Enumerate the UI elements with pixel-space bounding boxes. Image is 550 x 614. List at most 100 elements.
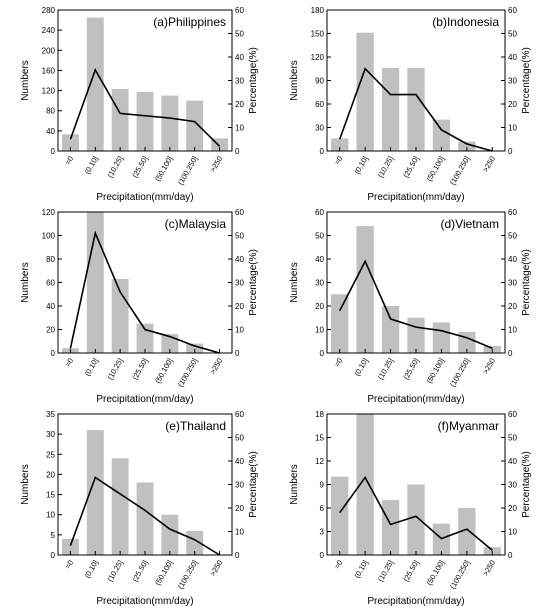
y2-tick-label: 0 (235, 349, 240, 358)
percentage-line (69, 68, 221, 147)
y2-tick-label: 20 (235, 100, 244, 109)
y-axis-label: Numbers (20, 464, 31, 505)
y-tick-label: 20 (46, 326, 55, 335)
x-tick-label: >250 (481, 559, 497, 578)
y2-tick-label: 30 (235, 481, 244, 490)
y-tick-label: 25 (46, 450, 55, 459)
bar-6 (186, 100, 204, 151)
y-axis-label: Numbers (20, 60, 31, 101)
y2-tick-label: 60 (508, 6, 517, 15)
y2-tick-label: 50 (508, 30, 517, 39)
panel-title: (c)Malaysia (165, 217, 227, 231)
bar-3 (111, 458, 129, 555)
x-tick-label: (10,25] (105, 559, 124, 584)
bar-2 (356, 226, 374, 353)
bar-4 (136, 482, 154, 555)
y2-tick-label: 40 (508, 457, 517, 466)
bar-6 (458, 141, 476, 151)
y-tick-label: 35 (46, 410, 55, 419)
y-tick-label: 15 (46, 491, 55, 500)
chart-panel-4: 0 10 20 30 40 50 60 0 10 20 30 40 50 60 =0 (0,10] (10,25… (289, 208, 532, 405)
y2-tick-label: 0 (235, 551, 240, 560)
y-tick-label: 0 (320, 147, 325, 156)
y2-axis-label: Percentage(%) (248, 249, 259, 316)
x-tick-label: (25,50] (401, 155, 420, 180)
bar-4 (407, 67, 425, 151)
y-tick-label: 18 (315, 410, 324, 419)
bar-3 (381, 67, 400, 151)
panel-title: (a)Philippines (153, 15, 226, 29)
y-tick-label: 0 (320, 551, 325, 560)
y-axis-label: Numbers (289, 60, 300, 101)
bar-2 (86, 17, 104, 151)
y-tick-label: 160 (42, 66, 56, 75)
y-tick-label: 60 (315, 208, 324, 217)
x-tick-label: (0,10] (352, 357, 369, 378)
x-tick-label: (10,25] (105, 357, 124, 382)
percentage-line (69, 476, 220, 556)
chart-panel-1: 0 40 80 120 160 200 240 280 0 10 20 30 40 50 60 =0 (0,10… (20, 6, 259, 203)
y2-tick-label: 50 (508, 434, 517, 443)
panel-title: (d)Vietnam (441, 217, 499, 231)
x-tick-label: (100,250] (176, 155, 200, 187)
bar-5 (432, 119, 451, 151)
y2-tick-label: 60 (508, 410, 517, 419)
panel-title: (e)Thailand (165, 419, 226, 433)
y-axis-label: Numbers (289, 262, 300, 303)
x-tick-label: (50,100] (153, 357, 175, 385)
x-tick-label: (50,100] (425, 559, 447, 587)
y-tick-label: 40 (46, 302, 55, 311)
y2-tick-label: 40 (508, 255, 517, 264)
bar-2 (86, 212, 104, 353)
x-axis-label: Precipitation(mm/day) (96, 394, 193, 405)
y-tick-label: 0 (320, 349, 325, 358)
x-tick-label: =0 (332, 155, 344, 167)
y-tick-label: 90 (315, 77, 324, 86)
x-tick-label: (10,25] (376, 559, 395, 584)
y2-tick-label: 30 (235, 77, 244, 86)
y2-tick-label: 0 (508, 349, 513, 358)
y-tick-label: 80 (46, 255, 55, 264)
x-tick-label: (100,250] (176, 357, 200, 389)
chart-panel-2: 0 30 60 90 120 150 180 0 10 20 30 40 50 60 =0 (0,10] (10… (289, 6, 532, 203)
bar-2 (356, 414, 374, 555)
y2-tick-label: 20 (508, 504, 517, 513)
bar-2 (86, 430, 104, 555)
bar-3 (381, 306, 400, 353)
x-axis-label: Precipitation(mm/day) (367, 596, 464, 607)
y2-tick-label: 40 (235, 457, 244, 466)
bar-4 (136, 323, 154, 354)
bar-1 (331, 476, 349, 555)
y-tick-label: 50 (315, 232, 324, 241)
bar-4 (407, 484, 425, 555)
y2-tick-label: 40 (235, 255, 244, 264)
x-tick-label: (50,100] (153, 559, 175, 587)
y2-tick-label: 10 (235, 326, 244, 335)
x-tick-label: =0 (332, 357, 344, 369)
bar-1 (61, 538, 79, 555)
y-tick-label: 60 (46, 279, 55, 288)
y2-tick-label: 10 (235, 528, 244, 537)
x-tick-label: >250 (481, 155, 497, 174)
y2-tick-label: 10 (508, 528, 517, 537)
x-tick-label: (0,10] (83, 559, 100, 580)
x-axis-label: Precipitation(mm/day) (367, 394, 464, 405)
y2-axis-label: Percentage(%) (521, 451, 532, 518)
y-tick-label: 30 (315, 124, 324, 133)
x-tick-label: (0,10] (83, 155, 100, 176)
x-axis-label: Precipitation(mm/day) (367, 192, 464, 203)
x-axis-label: Precipitation(mm/day) (96, 596, 193, 607)
y-tick-label: 30 (315, 279, 324, 288)
y2-tick-label: 20 (508, 100, 517, 109)
x-tick-label: (100,250] (448, 357, 472, 389)
y-tick-label: 280 (42, 6, 56, 15)
x-tick-label: (100,250] (176, 559, 200, 591)
chart-panel-5: 0 5 10 15 20 25 30 35 0 10 20 30 40 50 60 =0 (0,10] (10,2… (20, 410, 259, 607)
chart-panel-6: 0 3 6 9 12 15 18 0 10 20 30 40 50 60 =0 (0,10] (10,25] (2… (289, 410, 532, 607)
x-tick-label: (0,10] (83, 357, 100, 378)
y-tick-label: 15 (315, 434, 324, 443)
y-tick-label: 6 (320, 504, 325, 513)
bar-6 (186, 530, 204, 555)
y2-axis-label: Percentage(%) (521, 249, 532, 316)
